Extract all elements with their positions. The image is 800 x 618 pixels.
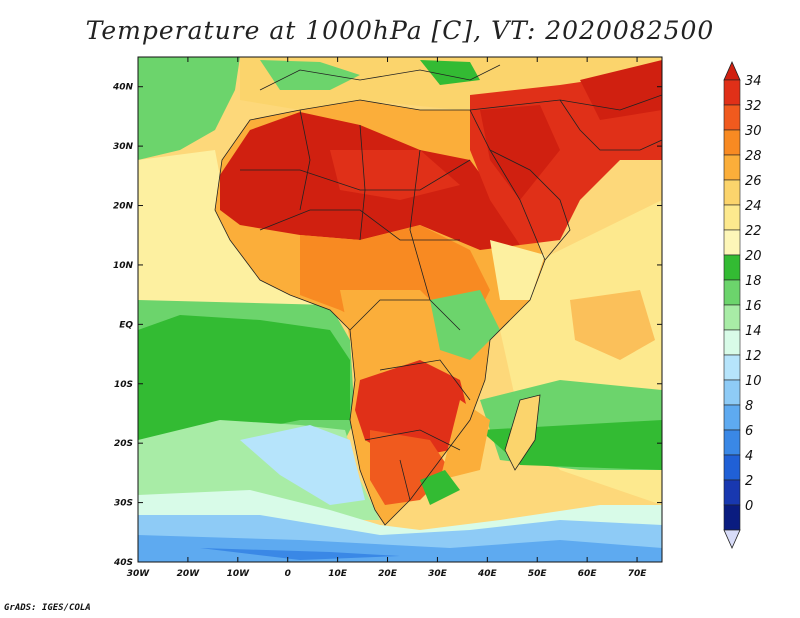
colorbar-top-arrow [723, 61, 741, 81]
colorbar-label: 18 [745, 274, 762, 289]
x-tick-label: 40E [477, 569, 498, 579]
colorbar-swatch [723, 404, 741, 431]
y-axis: 40N 30N 20N 10N EQ 10S 20S 30S 40S [112, 83, 662, 568]
colorbar-swatch [723, 154, 741, 181]
x-tick-label: 60E [578, 569, 598, 579]
x-tick-label: 20E [378, 569, 398, 579]
country-borders [214, 64, 662, 526]
colorbar-label: 0 [745, 499, 753, 514]
y-tick-label: 30S [114, 499, 133, 509]
x-tick-label: 0 [285, 569, 291, 579]
colorbar-swatch [723, 129, 741, 156]
y-tick-label: 20N [113, 202, 134, 212]
x-tick-label: 20W [177, 569, 201, 579]
colorbar-label: 2 [745, 474, 753, 489]
temperature-field [138, 57, 662, 562]
colorbar-swatch [723, 379, 741, 406]
colorbar-swatch [723, 254, 741, 281]
plot-frame [137, 56, 663, 563]
x-tick-label: 30W [127, 569, 151, 579]
colorbar-label: 14 [745, 324, 762, 339]
y-tick-label: 10S [114, 380, 133, 390]
colorbar-swatch [723, 329, 741, 356]
colorbar-swatch [723, 79, 741, 106]
colorbar-swatch [723, 479, 741, 506]
colorbar-label: 26 [745, 174, 762, 189]
colorbar-label: 4 [745, 449, 753, 464]
colorbar-swatch [723, 204, 741, 231]
colorbar-swatch [723, 179, 741, 206]
colorbar-label: 22 [745, 224, 762, 239]
x-tick-label: 30E [428, 569, 448, 579]
colorbar-label: 12 [745, 349, 762, 364]
colorbar-label: 20 [745, 249, 762, 264]
x-axis: 30W 20W 10W 0 10E 20E 30E 40E 50E 60E 70E [127, 57, 647, 579]
colorbar-label: 32 [745, 99, 762, 114]
map-title: Temperature at 1000hPa [C], VT: 20200825… [85, 16, 715, 45]
y-tick-label: 40N [112, 83, 134, 93]
colorbar-swatch [723, 229, 741, 256]
colorbar-swatch [723, 104, 741, 131]
y-tick-label: 30N [113, 142, 134, 152]
colorbar-bottom-arrow [723, 529, 741, 549]
colorbar-swatch [723, 279, 741, 306]
x-tick-label: 10W [227, 569, 251, 579]
y-tick-label: 10N [113, 261, 134, 271]
y-tick-label: EQ [119, 320, 133, 330]
colorbar-swatch [723, 354, 741, 381]
credit-label: GrADS: IGES/COLA [4, 603, 91, 613]
colorbar-label: 8 [745, 399, 753, 414]
x-tick-label: 10E [328, 569, 348, 579]
colorbar-swatch [723, 429, 741, 456]
colorbar-swatch [723, 304, 741, 331]
x-tick-label: 50E [528, 569, 548, 579]
colorbar-label: 34 [745, 74, 762, 89]
y-tick-label: 20S [114, 439, 133, 449]
colorbar-swatch [723, 454, 741, 481]
colorbar-label: 24 [745, 199, 762, 214]
colorbar-label: 6 [745, 424, 753, 439]
colorbar-label: 30 [745, 124, 762, 139]
colorbar-swatch [723, 504, 741, 531]
y-tick-label: 40S [113, 558, 133, 568]
colorbar-label: 10 [745, 374, 762, 389]
colorbar-label: 16 [745, 299, 762, 314]
colorbar-label: 28 [745, 149, 762, 164]
x-tick-label: 70E [628, 569, 648, 579]
